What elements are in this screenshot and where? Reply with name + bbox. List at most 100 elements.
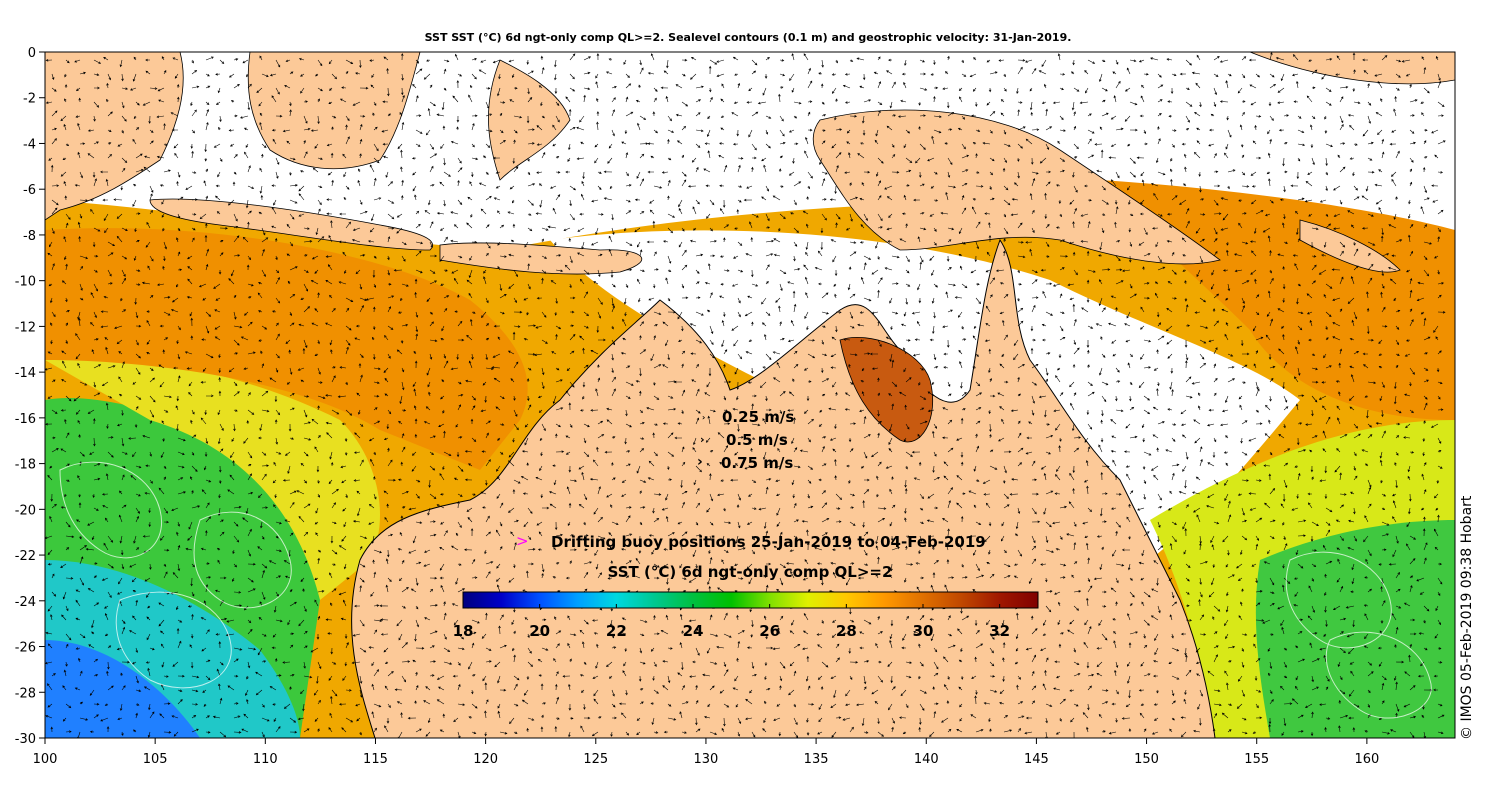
velocity-arrow — [271, 310, 277, 313]
velocity-arrow — [830, 239, 837, 243]
velocity-arrow — [120, 185, 124, 191]
velocity-arrow — [191, 237, 195, 243]
land-sumatra-borneo — [45, 52, 184, 221]
velocity-arrow — [675, 113, 683, 117]
velocity-arrow — [275, 157, 280, 165]
velocity-arrow — [999, 282, 1005, 285]
velocity-arrow — [1108, 156, 1117, 160]
velocity-arrow — [653, 324, 658, 327]
velocity-arrow — [554, 73, 557, 81]
velocity-arrow — [961, 207, 967, 215]
velocity-arrow — [1352, 52, 1356, 60]
velocity-arrow — [1339, 250, 1344, 257]
velocity-arrow — [1143, 129, 1147, 135]
velocity-arrow — [1296, 171, 1300, 180]
velocity-arrow — [466, 279, 473, 285]
velocity-arrow — [1227, 283, 1231, 292]
velocity-arrow — [258, 282, 263, 285]
velocity-arrow — [1167, 100, 1173, 104]
velocity-arrow — [705, 184, 711, 188]
velocity-arrow — [51, 138, 57, 145]
velocity-arrow — [1199, 279, 1203, 285]
velocity-arrow — [849, 293, 856, 299]
velocity-arrow — [217, 87, 221, 94]
velocity-arrow — [1143, 72, 1149, 76]
velocity-arrow — [1087, 129, 1095, 134]
velocity-arrow — [1339, 166, 1346, 173]
velocity-arrow — [1213, 101, 1217, 107]
velocity-arrow — [891, 143, 895, 148]
velocity-arrow — [400, 297, 403, 302]
velocity-arrow — [1152, 226, 1159, 230]
velocity-arrow — [387, 269, 391, 276]
velocity-arrow — [373, 126, 378, 131]
velocity-arrow — [1080, 240, 1089, 243]
velocity-arrow — [469, 255, 473, 261]
velocity-arrow — [1101, 185, 1106, 191]
velocity-arrow — [1241, 241, 1249, 245]
velocity-arrow — [1267, 235, 1271, 243]
velocity-arrow — [1185, 87, 1190, 90]
velocity-arrow — [693, 227, 697, 231]
velocity-arrow — [722, 199, 726, 208]
velocity-arrow — [214, 309, 221, 313]
velocity-arrow — [369, 227, 375, 233]
velocity-arrow — [611, 283, 616, 288]
velocity-arrow — [107, 111, 113, 117]
velocity-arrow — [1280, 73, 1285, 82]
velocity-arrow — [527, 87, 530, 95]
velocity-arrow — [1193, 151, 1201, 159]
velocity-arrow — [905, 169, 912, 173]
velocity-arrow — [639, 115, 647, 120]
velocity-arrow — [554, 241, 557, 246]
velocity-arrow — [189, 311, 193, 317]
velocity-arrow — [1227, 73, 1232, 77]
velocity-arrow — [527, 97, 533, 103]
velocity-arrow — [1408, 213, 1411, 219]
velocity-arrow — [430, 254, 438, 258]
velocity-arrow — [508, 59, 515, 63]
velocity-arrow — [1003, 199, 1011, 206]
velocity-arrow — [1409, 129, 1415, 134]
velocity-arrow — [1241, 73, 1246, 79]
y-tick-label: -22 — [15, 549, 36, 564]
velocity-arrow — [230, 269, 235, 277]
velocity-arrow — [1003, 87, 1007, 92]
velocity-arrow — [1409, 114, 1415, 117]
velocity-arrow — [60, 171, 67, 177]
velocity-arrow — [1266, 311, 1271, 317]
velocity-arrow — [171, 297, 179, 303]
velocity-arrow — [298, 57, 305, 61]
velocity-arrow — [65, 143, 70, 147]
velocity-arrow — [135, 101, 140, 106]
velocity-arrow — [653, 185, 663, 189]
velocity-arrow — [666, 59, 669, 69]
velocity-arrow-glyph: › — [700, 433, 705, 446]
velocity-arrow — [387, 236, 391, 243]
velocity-arrow — [1156, 311, 1160, 318]
velocity-arrow — [807, 171, 813, 179]
velocity-arrow — [329, 87, 333, 91]
velocity-arrow — [1409, 168, 1413, 173]
velocity-arrow — [1073, 185, 1078, 193]
velocity-arrow — [765, 213, 770, 222]
velocity-arrow — [1029, 248, 1033, 257]
velocity-arrow — [191, 129, 196, 134]
velocity-arrow — [145, 70, 151, 75]
velocity-arrow — [1128, 199, 1131, 205]
velocity-arrow — [945, 191, 949, 201]
velocity-arrow — [177, 213, 181, 219]
velocity-arrow — [317, 199, 322, 206]
velocity-arrow — [198, 283, 207, 288]
velocity-arrow — [429, 221, 434, 229]
velocity-arrow — [1182, 254, 1187, 257]
velocity-arrow — [1266, 171, 1271, 175]
velocity-arrow — [1170, 168, 1173, 173]
velocity-arrow — [157, 87, 165, 92]
velocity-arrow — [286, 223, 291, 229]
velocity-arrow — [905, 297, 909, 305]
velocity-arrow — [886, 196, 893, 201]
velocity-arrow — [289, 157, 296, 161]
velocity-arrow — [569, 324, 575, 328]
velocity-arrow — [961, 154, 970, 159]
